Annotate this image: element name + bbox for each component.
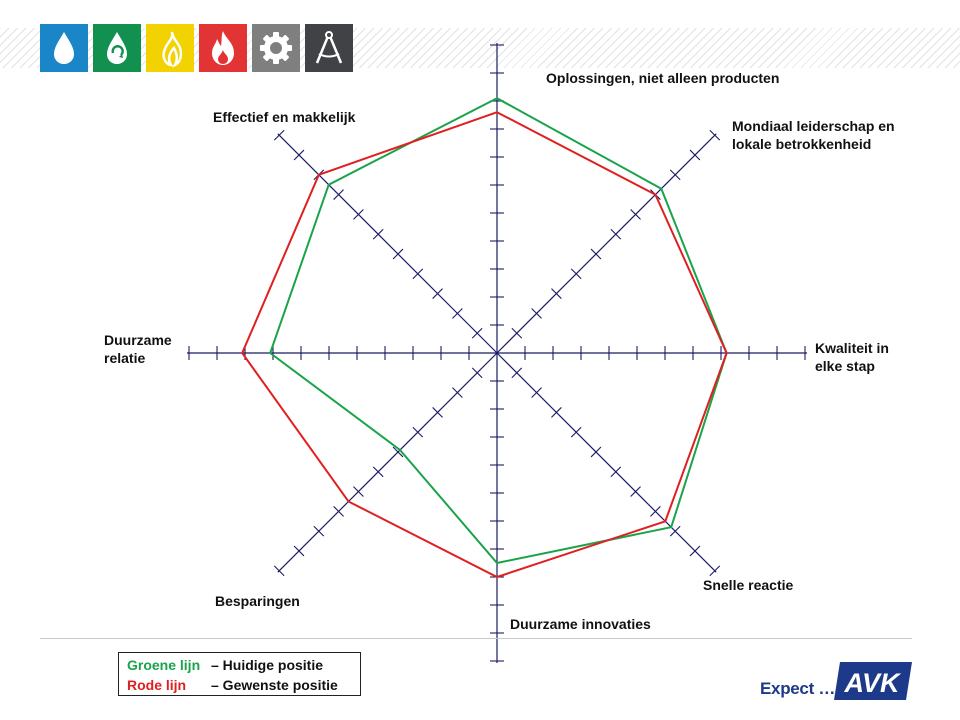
radar-axis-tick (273, 129, 285, 141)
axis-label: Duurzame relatie (104, 331, 172, 367)
radar-axis-tick (452, 308, 463, 319)
radar-axis-tick (570, 268, 582, 280)
radar-axis-tick (551, 288, 562, 299)
radar-axis-tick (471, 367, 483, 379)
radar-axis-tick (511, 327, 523, 339)
axis-label-line: Oplossingen, niet alleen producten (546, 70, 780, 86)
radar-axis-tick (293, 545, 305, 557)
radar-axis-tick (412, 426, 424, 438)
axis-label: Besparingen (215, 592, 300, 610)
radar-axis-tick (689, 149, 701, 161)
axis-label-line: Snelle reactie (703, 577, 794, 593)
radar-axis-tick (709, 129, 721, 141)
radar-axis (496, 133, 717, 354)
radar-axis-tick (669, 169, 681, 181)
radar-axis-tick (511, 367, 523, 379)
footer-divider (40, 638, 912, 639)
axis-label-line: Effectief en makkelijk (213, 109, 356, 125)
radar-axis (277, 133, 498, 354)
legend-series-name: Groene lijn (127, 657, 201, 673)
axis-label-line: Mondiaal leiderschap en (732, 118, 895, 134)
radar-axis-tick (669, 525, 681, 537)
radar-axis-tick (333, 189, 344, 200)
water-drop-icon (40, 24, 88, 72)
radar-axis (496, 352, 717, 573)
axis-label-line: Kwaliteit in (815, 340, 889, 356)
axis-label: Snelle reactie (703, 576, 793, 594)
axis-label: Effectief en makkelijk (213, 108, 355, 126)
radar-axis-tick (313, 525, 325, 537)
brand-logo-text: AVK (843, 668, 902, 698)
radar-axis-tick (273, 565, 285, 577)
series-green-line (269, 97, 728, 565)
radar-axis-tick (293, 149, 305, 161)
legend-row-red: Rode lijn – Gewenste positie (127, 675, 360, 695)
radar-axis-tick (333, 506, 344, 517)
axis-label-line: relatie (104, 350, 146, 366)
radar-axis-tick (630, 209, 641, 220)
radar-axis-tick (432, 407, 443, 418)
radar-axis-tick (531, 308, 542, 319)
radar-axis (277, 352, 498, 573)
legend-series-desc: – Huidige positie (211, 657, 324, 673)
axis-label: Oplossingen, niet alleen producten (546, 69, 779, 87)
avk-logo: AVK (834, 662, 912, 700)
radar-axis-tick (432, 288, 443, 299)
axis-label: Mondiaal leiderschap en lokale betrokkenh… (732, 117, 895, 153)
axis-label-line: lokale betrokkenheid (732, 136, 872, 152)
radar-axis-tick (392, 248, 404, 260)
radar-axis-tick (709, 565, 721, 577)
legend-series-desc: – Gewenste positie (211, 677, 338, 693)
compass-icon (305, 24, 353, 72)
axis-label-line: Besparingen (215, 593, 300, 609)
axis-label: Kwaliteit in elke stap (815, 339, 889, 375)
legend-row-green: Groene lijn – Huidige positie (127, 655, 360, 675)
recycle-icon (93, 24, 141, 72)
radar-axis-tick (471, 327, 483, 339)
radar-axis-tick (610, 466, 622, 478)
radar-axis-tick (531, 387, 542, 398)
radar-axis-tick (353, 209, 364, 220)
radar-axis-tick (551, 407, 562, 418)
avk-brand: Expect … AVK (760, 662, 912, 700)
fire-icon (199, 24, 247, 72)
radar-axis-tick (590, 248, 602, 260)
radar-axis-tick (412, 268, 424, 280)
radar-axis-tick (392, 446, 404, 458)
category-icon-bar (40, 24, 358, 72)
axis-label-line: Duurzame innovaties (510, 616, 651, 632)
brand-tagline: Expect … (760, 679, 836, 698)
axis-label-line: elke stap (815, 358, 875, 374)
legend: Groene lijn – Huidige positie Rode lijn … (118, 652, 361, 696)
series-red-line (241, 111, 728, 579)
axis-label-line: Duurzame (104, 332, 172, 348)
radar-axis-tick (689, 545, 701, 557)
radar-axis-tick (650, 506, 661, 517)
radar-axis-tick (372, 466, 384, 478)
radar-axis-tick (353, 486, 364, 497)
radar-axis-tick (590, 446, 602, 458)
gear-icon (252, 24, 300, 72)
axis-label: Duurzame innovaties (510, 615, 651, 633)
radar-axis-tick (372, 228, 384, 240)
gas-flame-icon (146, 24, 194, 72)
radar-axis-tick (610, 228, 622, 240)
radar-axis-tick (570, 426, 582, 438)
radar-axis-tick (630, 486, 641, 497)
legend-series-name: Rode lijn (127, 677, 187, 693)
radar-axis-tick (452, 387, 463, 398)
